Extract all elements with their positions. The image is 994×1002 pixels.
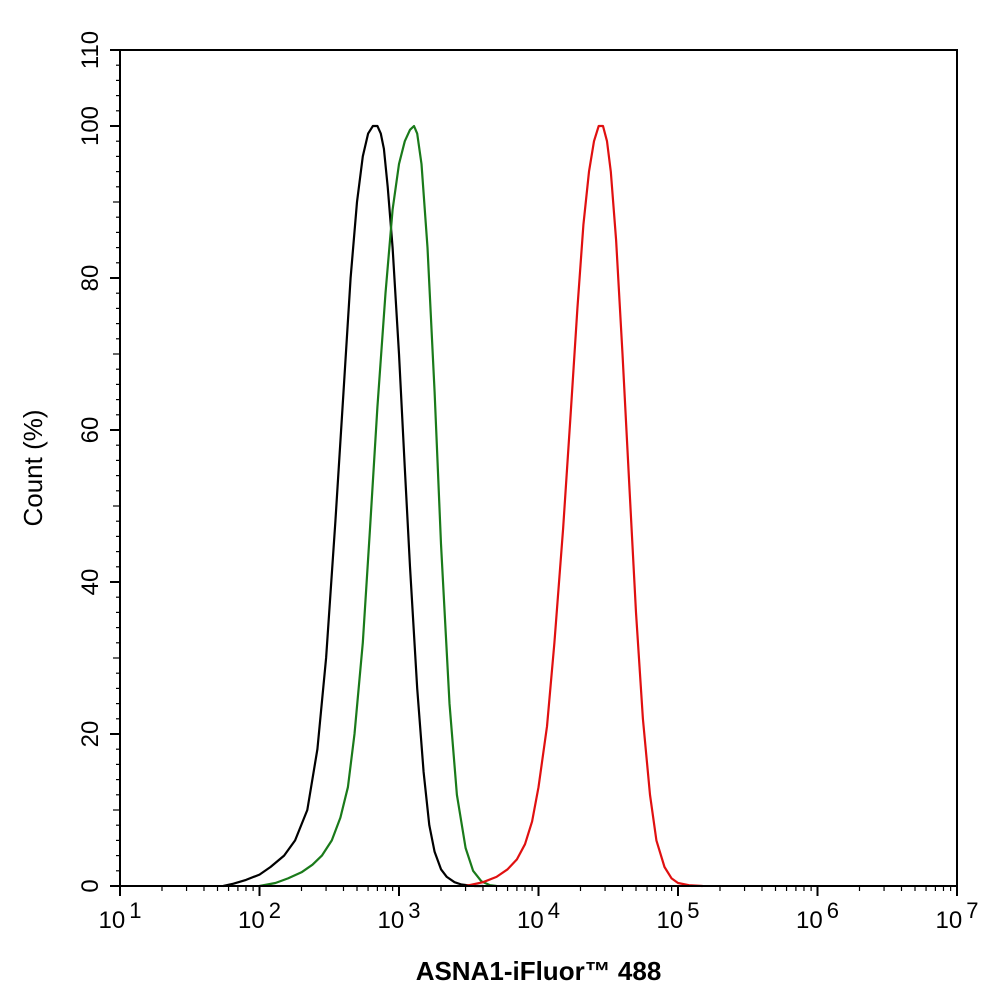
y-tick-label: 100 xyxy=(77,106,104,146)
x-tick-label: 10 2 xyxy=(238,898,281,934)
y-axis-ticks: 0 20 40 60 80 100 110 xyxy=(77,31,120,893)
x-tick-label: 10 5 xyxy=(657,898,700,934)
plot-frame xyxy=(119,49,958,887)
x-tick-label: 10 7 xyxy=(936,898,979,934)
x-tick-label: 10 1 xyxy=(99,898,142,934)
series-line-2 xyxy=(259,124,497,888)
histogram-series xyxy=(223,124,703,888)
y-tick-label: 0 xyxy=(77,879,104,892)
series-line-3 xyxy=(465,124,703,888)
y-tick-label: 40 xyxy=(77,569,104,596)
y-tick-label: 20 xyxy=(77,721,104,748)
y-tick-label: 60 xyxy=(77,417,104,444)
y-tick-label: 110 xyxy=(77,31,104,69)
x-tick-label: 10 4 xyxy=(517,898,560,934)
x-axis-title: ASNA1-iFluor™ 488 xyxy=(416,956,662,986)
series-line-1 xyxy=(223,124,483,888)
x-axis-ticks: 10 1 10 2 10 3 10 4 10 5 10 6 10 7 xyxy=(99,886,979,934)
x-tick-label: 10 3 xyxy=(378,898,421,934)
x-tick-label: 10 6 xyxy=(796,898,839,934)
y-axis-title: Count (%) xyxy=(18,409,48,526)
y-tick-label: 80 xyxy=(77,265,104,292)
